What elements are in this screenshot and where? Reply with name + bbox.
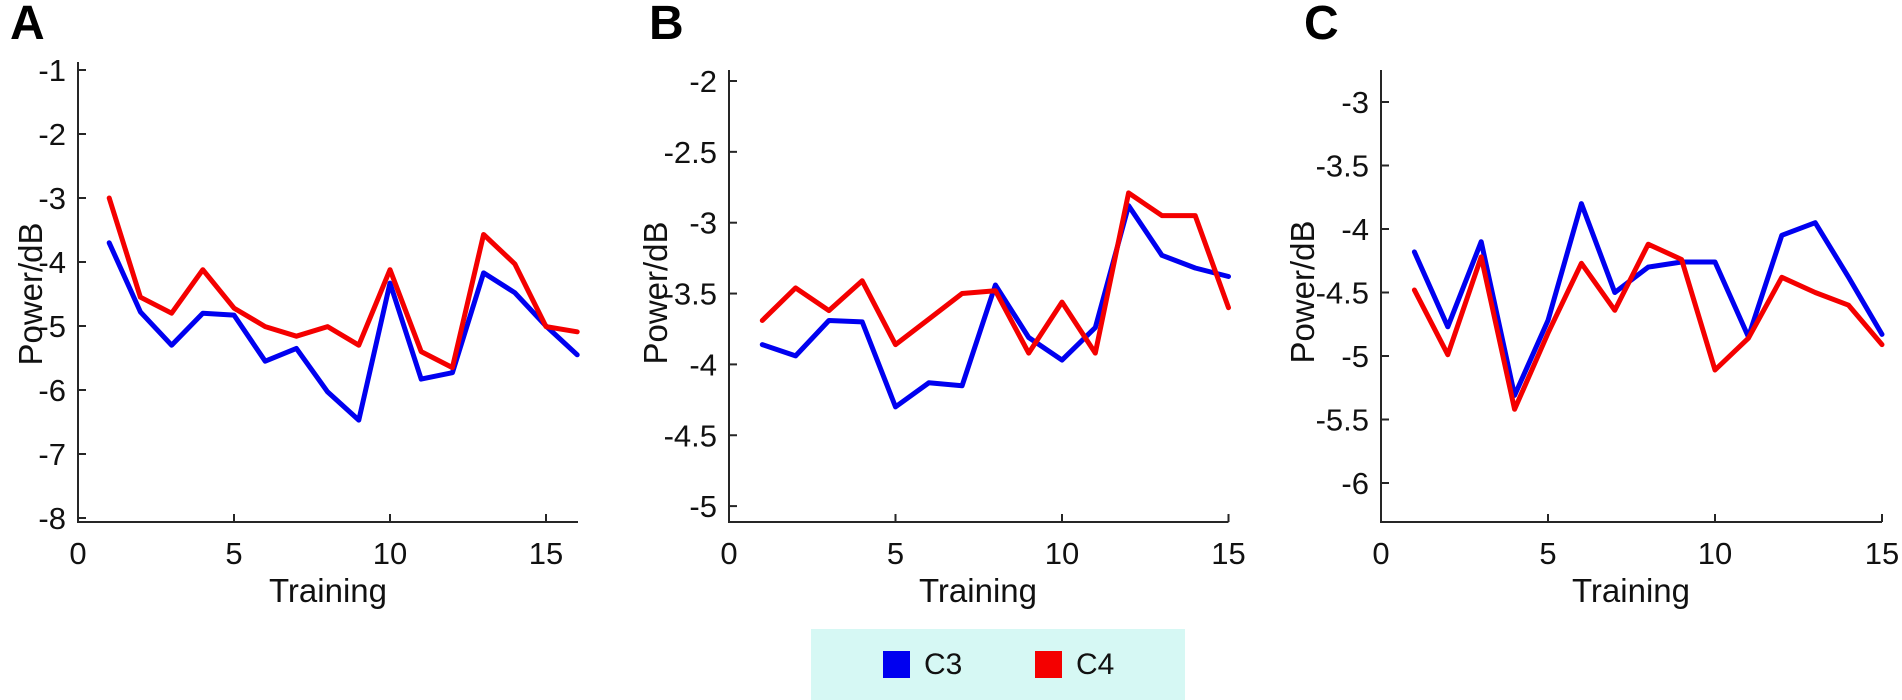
- y-tick-label: -6: [1341, 466, 1369, 501]
- x-tick-label: 15: [1865, 536, 1899, 571]
- x-tick-label: 0: [720, 536, 737, 571]
- panel-label-c: C: [1304, 0, 1339, 50]
- y-tick-label: -6: [38, 373, 66, 408]
- legend-item-c3: C3: [883, 629, 962, 700]
- y-tick-label: -4.5: [1316, 276, 1369, 311]
- x-tick-label: 0: [69, 536, 86, 571]
- x-tick-label: 15: [1211, 536, 1245, 571]
- y-tick-label: -5.5: [1316, 403, 1369, 438]
- panel-c-plot: -3 -3.5 -4 -4.5 -5 -5.5 -60 5 10 15: [1316, 70, 1899, 571]
- y-axis-label-c: Power/dB: [1284, 220, 1321, 364]
- x-tick-label: 10: [373, 536, 407, 571]
- y-tick-label: -2: [38, 117, 66, 152]
- x-tick-label: 10: [1045, 536, 1079, 571]
- x-tick-label: 5: [225, 536, 242, 571]
- series-line-c3: [759, 203, 1231, 410]
- y-axis-label-b: Power/dB: [637, 221, 674, 365]
- panel-label-b: B: [649, 0, 684, 50]
- c3-color-swatch: [883, 651, 910, 678]
- y-axis-label-a: Power/dB: [12, 222, 49, 366]
- series-line-c4: [1411, 241, 1885, 412]
- x-axis-label-c: Training: [1572, 572, 1690, 609]
- charts-canvas: -1-2-3-4-5-6-7-80 5 10 15-2-2.5-3-3.5-4-4.5…: [38, 53, 1899, 571]
- y-tick-label: -5: [1341, 339, 1369, 374]
- x-tick-label: 10: [1698, 536, 1732, 571]
- y-tick-label: -5: [689, 489, 717, 524]
- x-tick-label: 15: [529, 536, 563, 571]
- y-tick-label: -7: [38, 437, 66, 472]
- y-tick-label: -4: [689, 347, 717, 382]
- y-tick-label: -3: [1341, 85, 1369, 120]
- series-line-c3: [1411, 201, 1885, 398]
- series-line-c4: [106, 195, 580, 371]
- x-tick-label: 5: [887, 536, 904, 571]
- y-tick-label: -2.5: [664, 135, 717, 170]
- panel-label-a: A: [10, 0, 45, 50]
- y-tick-label: -4: [38, 245, 66, 280]
- panel-b-plot: -2 -2.5 -3 -3.5 -4 -4.5 -50 5 10 15: [664, 64, 1246, 571]
- legend-item-c4: C4: [1035, 629, 1114, 700]
- c4-color-swatch: [1035, 651, 1062, 678]
- legend-label-c3: C3: [924, 647, 963, 681]
- y-tick-label: -5: [38, 309, 66, 344]
- y-tick-label: -3.5: [1316, 149, 1369, 184]
- y-tick-label: -3: [38, 181, 66, 216]
- y-tick-label: -2: [689, 64, 717, 99]
- x-tick-label: 5: [1539, 536, 1556, 571]
- x-tick-label: 0: [1372, 536, 1389, 571]
- panel-a-plot: -1 -2 -3 -4 -5 -6 -7 -80 5 10 15: [38, 53, 580, 571]
- series-line-c3: [106, 240, 580, 423]
- y-tick-label: -8: [38, 501, 66, 536]
- x-axis-label-a: Training: [269, 572, 387, 609]
- x-axis-label-b: Training: [919, 572, 1037, 609]
- y-tick-label: -3.5: [664, 277, 717, 312]
- legend: C3 C4: [811, 629, 1185, 700]
- y-tick-label: -3: [689, 206, 717, 241]
- y-tick-label: -1: [38, 53, 66, 88]
- legend-label-c4: C4: [1076, 647, 1115, 681]
- series-line-c4: [759, 190, 1231, 356]
- y-tick-label: -4.5: [664, 418, 717, 453]
- y-tick-label: -4: [1341, 212, 1369, 247]
